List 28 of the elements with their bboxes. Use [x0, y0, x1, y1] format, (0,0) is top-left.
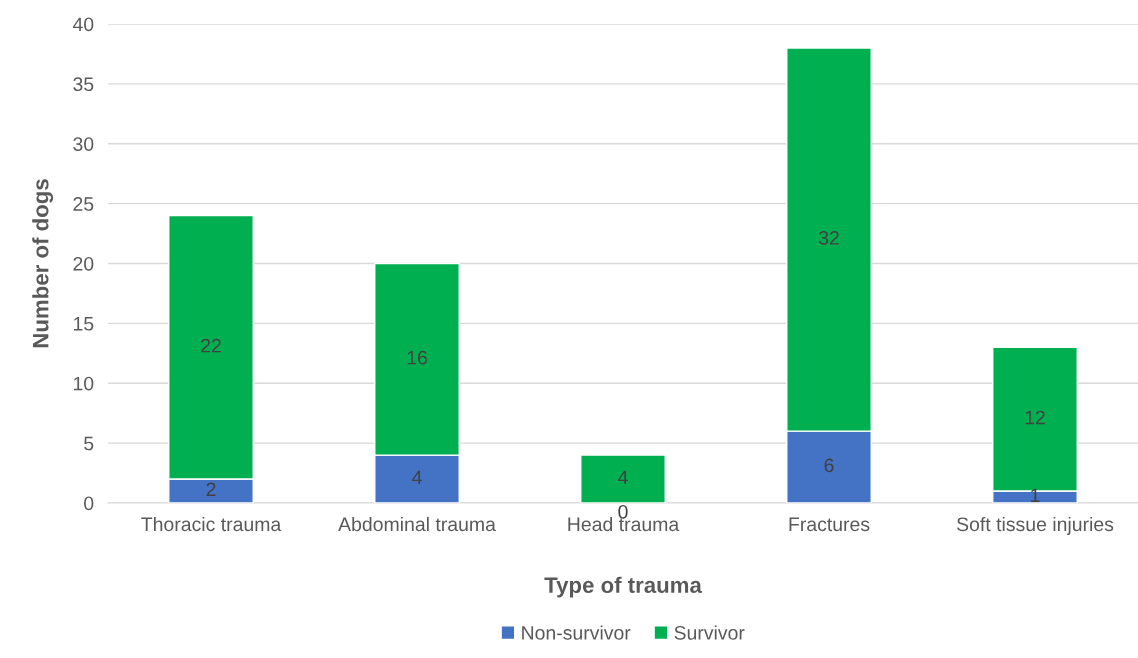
y-tick-label: 40: [72, 17, 94, 32]
x-tick-label: Soft tissue injuries: [956, 516, 1114, 536]
y-tick-label: 20: [73, 256, 94, 271]
data-label: 2: [206, 482, 216, 497]
y-tick-label: 5: [84, 436, 94, 451]
data-label: 4: [412, 470, 422, 485]
data-label: 4: [618, 470, 628, 485]
bar: [580, 454, 666, 503]
x-axis-title: Type of trauma: [544, 576, 702, 598]
y-tick-label: 35: [73, 77, 94, 92]
data-label: 22: [201, 338, 221, 353]
data-label: 16: [407, 350, 427, 365]
legend-label: Non-survivor: [522, 625, 631, 640]
data-label: 6: [824, 458, 834, 473]
legend-label: Survivor: [674, 625, 745, 640]
y-tick-label: 15: [73, 317, 94, 331]
x-tick-label: Thoracic trauma: [141, 516, 282, 532]
y-tick-label: 0: [84, 496, 94, 511]
data-label: 0: [618, 504, 628, 519]
x-tick-label: Abdominal trauma: [338, 516, 496, 532]
y-axis-title: Number of dogs: [32, 179, 54, 348]
data-label: 1: [1031, 488, 1040, 503]
y-tick-label: 30: [73, 137, 94, 151]
y-tick-label: 10: [73, 376, 94, 391]
data-label: 12: [1025, 410, 1045, 425]
data-label: 32: [818, 231, 839, 245]
x-tick-label: Fractures: [789, 517, 870, 532]
y-tick-label: 25: [73, 197, 94, 211]
